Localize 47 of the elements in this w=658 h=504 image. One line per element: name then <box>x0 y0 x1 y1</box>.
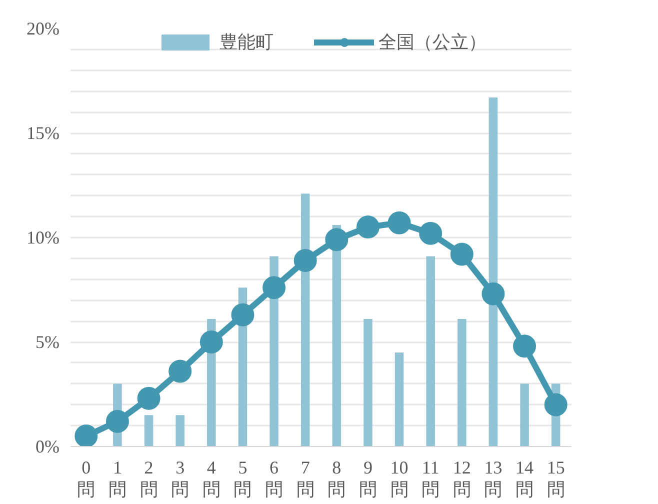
legend-label: 全国（公立） <box>378 31 486 54</box>
point <box>168 360 192 383</box>
point <box>294 249 317 272</box>
x-tick-label: 2 問 <box>140 458 158 500</box>
legend-label: 豊能町 <box>220 31 274 54</box>
x-tick-label: 0 問 <box>77 458 96 500</box>
x-tick-label: 7 問 <box>296 458 314 500</box>
bar <box>176 415 184 446</box>
bar <box>488 97 498 446</box>
point <box>450 242 474 266</box>
x-tick-label: 3 問 <box>171 458 190 500</box>
x-tick-label: 14 問 <box>516 458 534 500</box>
bar <box>394 352 404 446</box>
point <box>74 424 98 446</box>
x-tick-label: 8 問 <box>328 458 346 500</box>
y-tick-label: 15% <box>26 123 60 143</box>
point <box>388 211 411 234</box>
x-tick-label: 9 問 <box>358 458 377 500</box>
point <box>200 330 223 354</box>
point <box>137 386 160 410</box>
x-tick-label: 5 問 <box>234 458 252 500</box>
point <box>356 216 380 239</box>
point <box>482 282 505 306</box>
x-tick-label: 11 問 <box>422 458 440 500</box>
x-tick-label: 13 問 <box>484 458 502 500</box>
x-tick-label: 12 問 <box>452 458 471 500</box>
bar <box>520 384 529 446</box>
bar <box>458 319 466 446</box>
bar <box>364 319 372 446</box>
bar <box>426 256 435 446</box>
y-tick-label: 10% <box>26 228 60 248</box>
point <box>106 410 129 433</box>
point <box>544 393 568 416</box>
point <box>231 303 254 326</box>
y-tick-label: 0% <box>36 436 60 456</box>
x-tick-label: 4 問 <box>202 458 220 500</box>
x-tick-label: 15 問 <box>546 458 565 500</box>
y-tick-label: 5% <box>36 332 60 352</box>
point <box>513 334 536 358</box>
point <box>325 228 348 252</box>
x-tick-label: 10 問 <box>390 458 408 500</box>
x-tick-label: 6 問 <box>265 458 284 500</box>
x-tick-label: 1 問 <box>108 458 126 500</box>
y-tick-label: 20% <box>26 18 60 38</box>
point <box>262 276 286 300</box>
bar <box>144 415 154 446</box>
point <box>419 222 442 245</box>
